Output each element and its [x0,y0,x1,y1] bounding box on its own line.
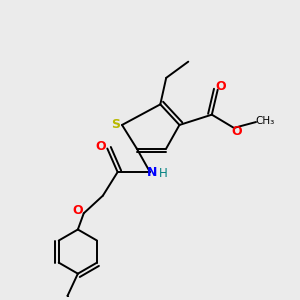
Text: O: O [232,125,242,138]
Text: O: O [72,205,83,218]
Text: CH₃: CH₃ [255,116,274,126]
Text: N: N [147,166,158,178]
Text: H: H [159,167,168,180]
Text: O: O [215,80,226,93]
Text: O: O [95,140,106,153]
Text: S: S [111,118,120,131]
